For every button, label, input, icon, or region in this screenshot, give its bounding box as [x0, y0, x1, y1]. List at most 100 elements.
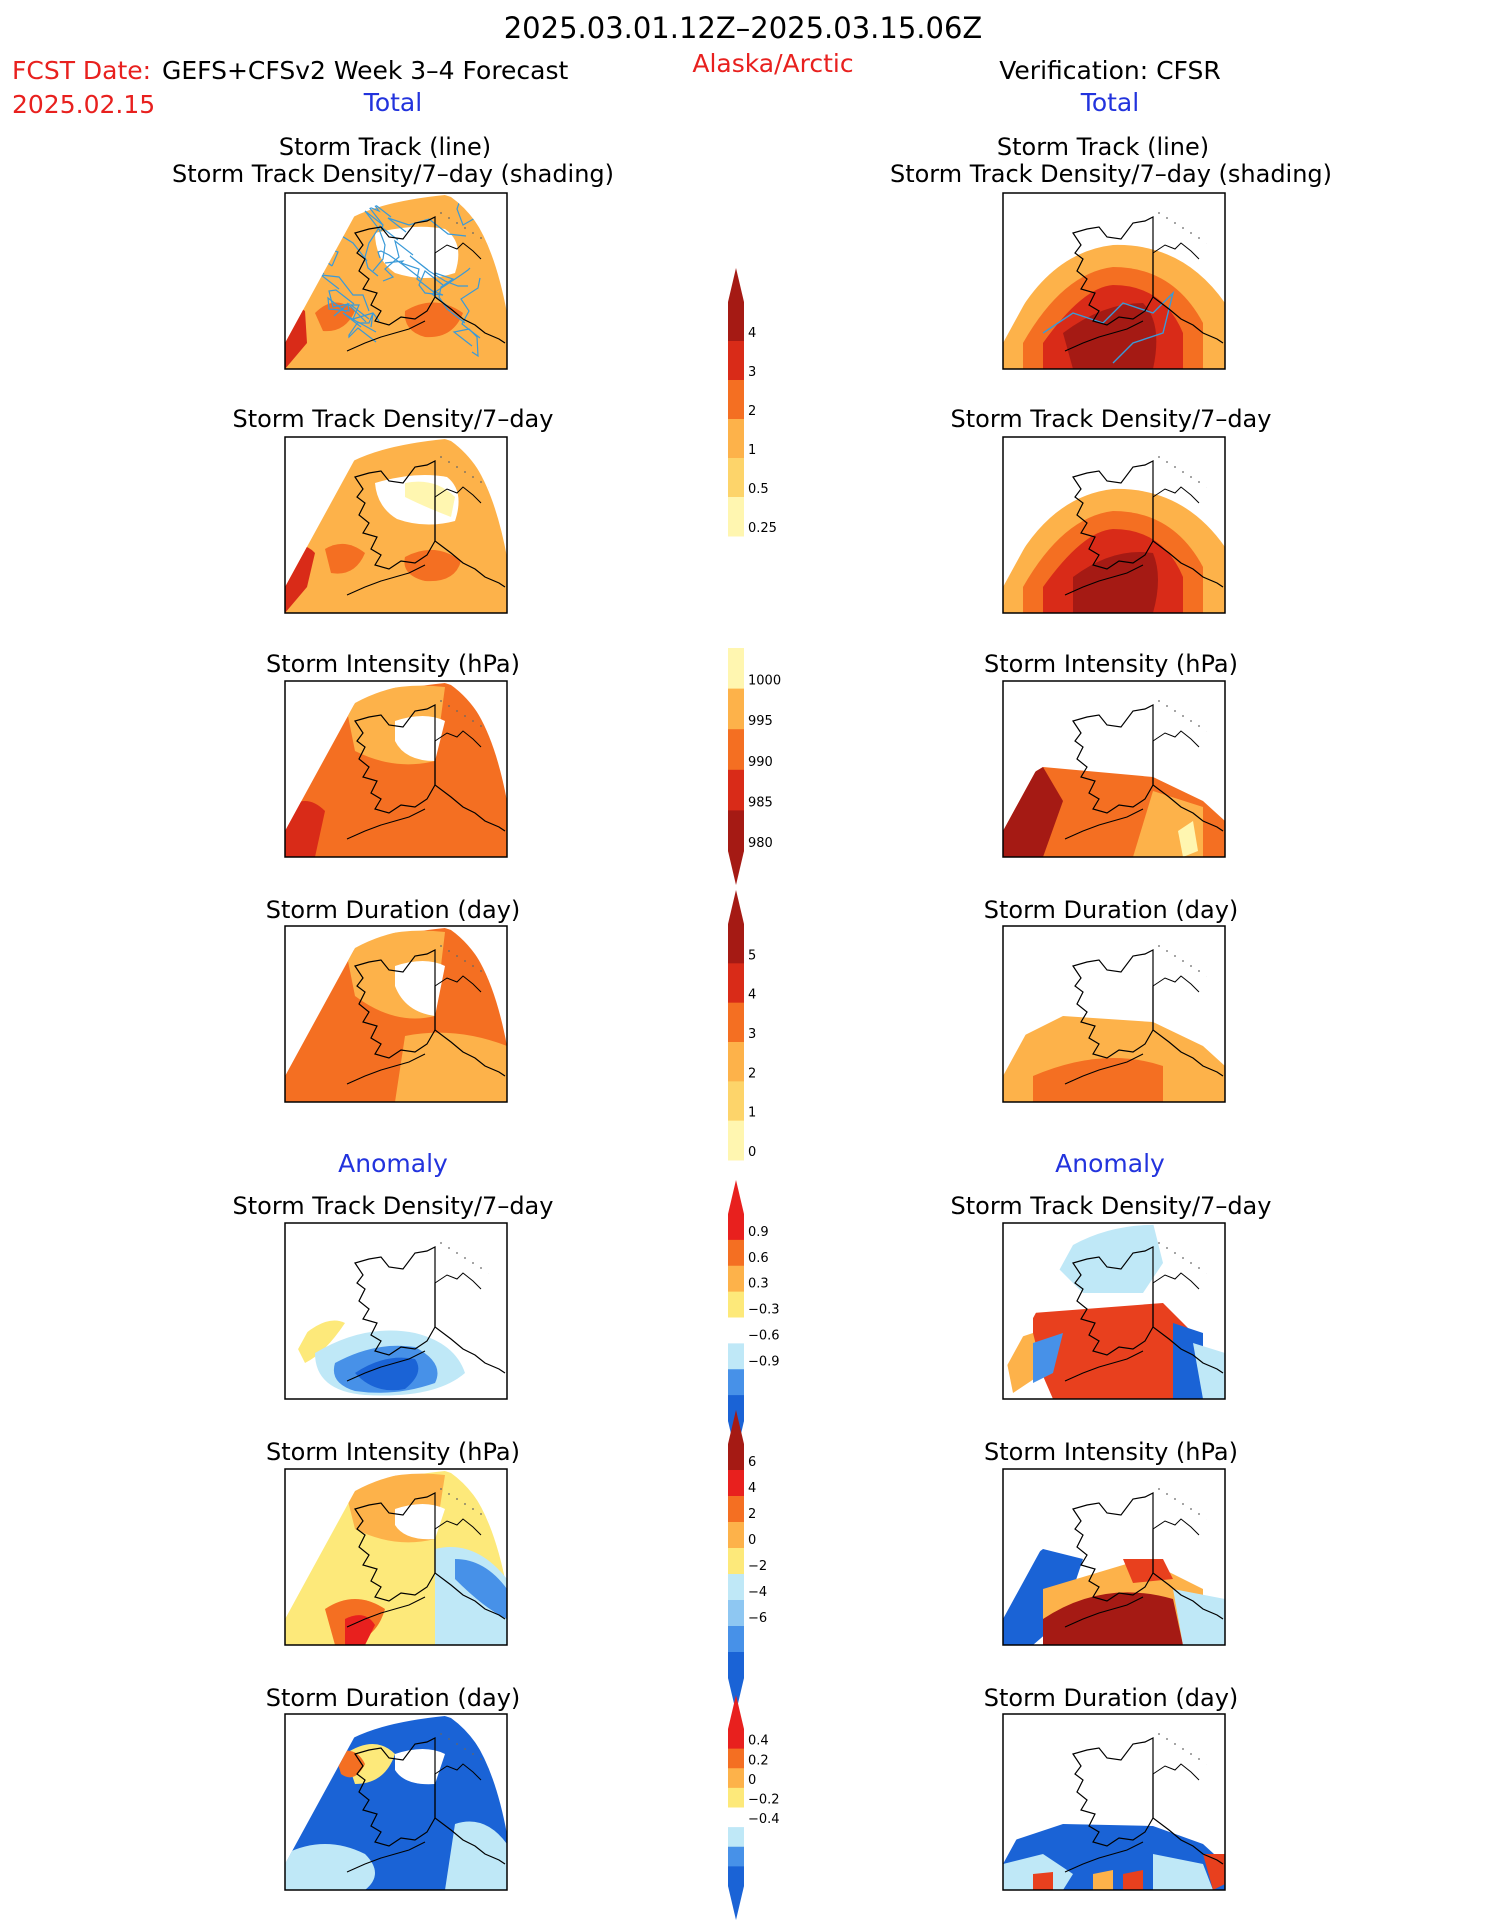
panel-title-intensity-right: Storm Intensity (hPa) — [984, 650, 1238, 678]
coastline-alaska — [1072, 704, 1154, 814]
colorbar-top-arrow — [728, 268, 744, 302]
grid-dot — [496, 980, 498, 982]
map-frame — [1002, 436, 1226, 614]
colorbar-swatch — [728, 1042, 744, 1082]
grid-dot — [488, 486, 490, 488]
colorbar-intensity-total: 1000 995 990 985 980 — [728, 648, 781, 885]
coastline-southeast — [1152, 741, 1224, 832]
shaded-region — [404, 549, 461, 582]
grid-dot — [1158, 700, 1160, 702]
colorbar-tick-label: −2 — [748, 1559, 767, 1574]
panel-title-track-density-shading-right: Storm Track Density/7–day (shading) — [890, 160, 1332, 188]
coastline-alaska — [1072, 1492, 1154, 1602]
colorbar-tick-label: 980 — [748, 836, 773, 851]
colorbar-density-anomaly: 0.9 0.6 0.3 −0.3 −0.6 −0.9 — [728, 1180, 780, 1455]
shaded-region — [345, 1615, 375, 1645]
grid-dot — [1214, 735, 1216, 737]
grid-dot — [1166, 1247, 1168, 1249]
panel-title-duration-right: Storm Duration (day) — [984, 896, 1239, 924]
colorbar-tick-label: −4 — [748, 1585, 767, 1600]
shaded-region — [1123, 1559, 1173, 1583]
coastline-arctic — [434, 1272, 482, 1290]
grid-dot — [1190, 1262, 1192, 1264]
colorbar-tick-label: 4 — [748, 1481, 756, 1496]
map-frame — [1002, 1713, 1226, 1891]
grid-dot — [1190, 476, 1192, 478]
storm-track-line — [328, 289, 355, 317]
grid-dot — [1206, 1518, 1208, 1520]
coastline-arctic — [434, 1763, 482, 1781]
coastline-southeast — [434, 1283, 506, 1374]
coastline-arctic — [1152, 730, 1200, 748]
grid-dot — [448, 461, 450, 463]
grid-dot — [456, 1498, 458, 1500]
panel-title-density-left: Storm Track Density/7–day — [233, 405, 554, 433]
colorbar-swatch — [728, 1787, 744, 1808]
right-total-label: Total — [1080, 88, 1139, 117]
grid-dot — [488, 1518, 490, 1520]
colorbar-swatch — [728, 1317, 744, 1344]
coastline-arctic — [1152, 1272, 1200, 1290]
colorbar-tick-label: −0.4 — [748, 1812, 780, 1827]
coastline-southeast — [434, 1774, 506, 1865]
forecast-label: GEFS+CFSv2 Week 3–4 Forecast — [162, 56, 569, 85]
coastline-southeast — [1152, 253, 1224, 344]
coastline-arctic — [434, 1518, 482, 1536]
colorbar-swatch — [728, 1291, 744, 1318]
shaded-region — [1203, 1854, 1225, 1890]
grid-dot — [496, 1277, 498, 1279]
colorbar-bottom-arrow — [728, 1886, 744, 1920]
grid-dot — [440, 1488, 442, 1490]
grid-dot — [1214, 247, 1216, 249]
fcst-date: 2025.02.15 — [12, 90, 155, 119]
grid-dot — [456, 955, 458, 957]
grid-dot — [1166, 1493, 1168, 1495]
panel-title-anom-density-right: Storm Track Density/7–day — [951, 1192, 1272, 1220]
shaded-region — [285, 1844, 375, 1890]
panel-title-track-density-shading-left: Storm Track Density/7–day (shading) — [172, 160, 614, 188]
colorbar-tick-label: −0.3 — [748, 1303, 780, 1318]
panel-title-track-line-right: Storm Track (line) — [997, 133, 1209, 161]
grid-dot — [472, 720, 474, 722]
aleutian-chain — [1064, 1841, 1144, 1873]
storm-track-line — [418, 270, 444, 296]
map-panel — [284, 1222, 508, 1400]
colorbars: 43210.50.2510009959909859805432100.90.60… — [728, 268, 781, 1920]
grid-dot — [1198, 1513, 1200, 1515]
colorbar-swatch — [728, 1652, 744, 1679]
shaded-region — [325, 543, 365, 574]
coastline-southeast — [434, 497, 506, 588]
colorbar-swatch — [728, 1866, 744, 1887]
colorbar-top-arrow — [728, 890, 744, 924]
left-anomaly-label: Anomaly — [338, 1149, 448, 1178]
coastline-southeast — [1152, 986, 1224, 1077]
grid-dot — [448, 1738, 450, 1740]
grid-dot — [488, 975, 490, 977]
grid-dot — [1190, 965, 1192, 967]
colorbar-tick-label: 995 — [748, 714, 773, 729]
shaded-region — [285, 683, 507, 857]
storm-track-line — [460, 277, 481, 339]
colorbar-swatch — [728, 458, 744, 498]
grid-dot — [1190, 1508, 1192, 1510]
grid-dot — [496, 491, 498, 493]
grid-dot — [456, 222, 458, 224]
grid-dot — [1198, 481, 1200, 483]
colorbar-tick-label: 0 — [748, 1145, 756, 1160]
map-panel — [284, 1468, 508, 1646]
colorbar-top-arrow — [728, 1410, 744, 1444]
shaded-region — [1003, 1854, 1073, 1890]
grid-dot — [1206, 1272, 1208, 1274]
colorbar-swatch — [728, 1395, 744, 1422]
grid-dot — [472, 965, 474, 967]
shaded-region — [285, 439, 507, 613]
grid-dot — [488, 242, 490, 244]
colorbar-swatch — [728, 924, 744, 964]
map-frame — [284, 1713, 508, 1891]
aleutian-chain — [1064, 1596, 1144, 1628]
map-panel — [284, 925, 508, 1103]
panel-title-anom-intensity-right: Storm Intensity (hPa) — [984, 1438, 1238, 1466]
shaded-region — [1033, 1058, 1163, 1102]
grid-dot — [1182, 960, 1184, 962]
